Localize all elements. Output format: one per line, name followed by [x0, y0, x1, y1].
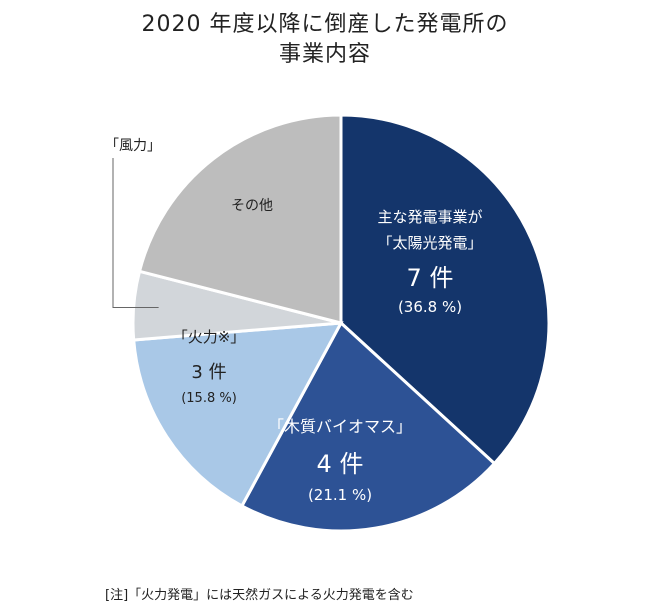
slice-label-1-line-2: 「太陽光発電」: [377, 234, 482, 252]
slice-percent-2: (21.1 %): [308, 486, 372, 504]
title-line-2: 事業内容: [278, 42, 371, 67]
pie-slice-3: [132, 321, 344, 508]
slice-label-3-line-1: 「火力※」: [173, 328, 246, 346]
slice-count-2: 4 件: [317, 450, 364, 478]
pie-slice-5: [137, 113, 343, 325]
footnote: [注]「火力発電」には天然ガスによる火力発電を含む: [105, 588, 414, 603]
slice-label-5-line-1: その他: [231, 198, 273, 214]
title-line-1: 2020 年度以降に倒産した発電所の: [141, 12, 509, 37]
slice-count-3: 3 件: [191, 362, 226, 383]
slice-percent-1: (36.8 %): [398, 298, 462, 316]
slice-count-1: 7 件: [407, 264, 454, 292]
leader-line-wind: [112, 158, 159, 308]
pie-slice-2: [239, 320, 497, 533]
slice-percent-3: (15.8 %): [181, 391, 237, 406]
pie-slice-1: [339, 113, 551, 466]
slice-label-2-line-1: 「木質バイオマス」: [268, 417, 412, 436]
chart-title: 2020 年度以降に倒産した発電所の 事業内容: [0, 10, 650, 70]
slice-label-4-line-1: 「風力」: [105, 138, 161, 154]
slice-label-1-line-1: 主な発電事業が: [377, 208, 482, 226]
